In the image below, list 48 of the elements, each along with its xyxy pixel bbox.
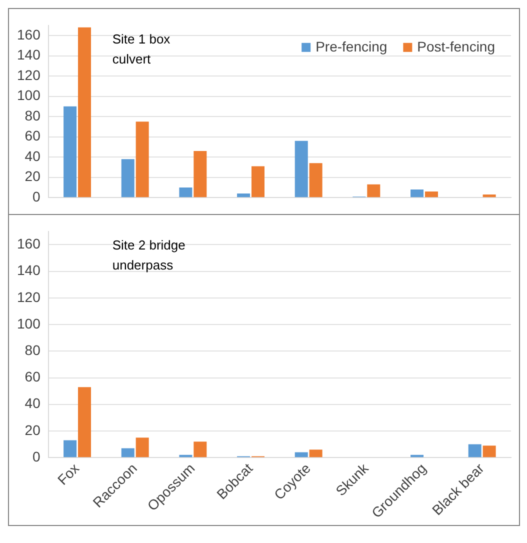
legend-label: Pre-fencing <box>316 38 388 54</box>
y-tick-label: 100 <box>17 87 41 104</box>
y-tick-label: 60 <box>24 128 41 144</box>
y-tick-label: 120 <box>17 66 41 83</box>
bar <box>309 450 322 458</box>
y-tick-label: 20 <box>24 168 41 184</box>
bar <box>294 140 308 198</box>
bar <box>179 187 192 198</box>
annotation: Site 2 bridge underpass <box>112 237 186 272</box>
y-tick-label: 0 <box>32 448 41 464</box>
bar <box>179 454 192 458</box>
bar <box>251 166 264 198</box>
bar <box>468 444 482 458</box>
bar <box>237 194 250 198</box>
y-tick-label: 20 <box>24 422 41 438</box>
y-tick-label: 160 <box>17 236 41 252</box>
y-tick-label: 160 <box>17 26 41 42</box>
bar <box>136 122 149 198</box>
bar <box>424 192 438 198</box>
y-tick-label: 140 <box>17 262 41 278</box>
bar <box>78 27 92 198</box>
y-tick-label: 60 <box>24 368 41 385</box>
y-tick-label: 140 <box>17 46 41 63</box>
bar <box>410 454 424 458</box>
y-tick-label: 100 <box>17 315 41 332</box>
annotation: Site 1 box culvert <box>112 31 171 66</box>
y-tick-label: 0 <box>32 188 41 204</box>
bar <box>482 194 496 198</box>
bar <box>121 448 134 458</box>
bar <box>410 189 424 198</box>
x-tick-label: Fox <box>54 460 82 488</box>
y-tick-label: 80 <box>24 342 41 358</box>
bar <box>194 151 207 198</box>
y-tick-label: 40 <box>24 148 41 164</box>
bar <box>64 106 77 198</box>
bar <box>367 184 380 198</box>
legend-label: Post-fencing <box>417 38 496 54</box>
bar <box>78 387 92 458</box>
bar <box>294 452 308 458</box>
bar <box>309 163 322 198</box>
y-tick-label: 80 <box>24 107 41 124</box>
y-tick-label: 40 <box>24 395 41 412</box>
y-tick-label: 120 <box>17 288 41 305</box>
bar <box>194 442 207 458</box>
bar <box>64 440 77 458</box>
bar <box>121 159 134 198</box>
bar <box>136 438 149 458</box>
bar <box>482 446 496 458</box>
